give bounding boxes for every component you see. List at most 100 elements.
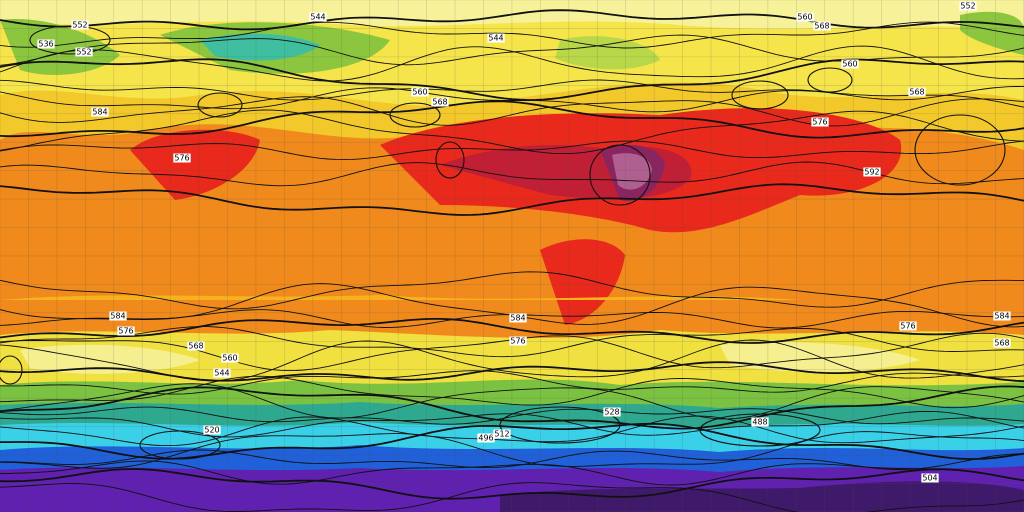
label-box (959, 1, 977, 11)
contour-label: 560 (842, 60, 857, 69)
contour-label: 552 (76, 48, 91, 57)
closed-contour (699, 413, 821, 447)
contour (0, 109, 1024, 155)
label-box (117, 326, 135, 336)
contour-label: 512 (494, 430, 509, 439)
label-box (431, 97, 449, 107)
label-box (487, 33, 505, 43)
contour-label: 552 (960, 2, 975, 11)
contour (0, 161, 1024, 187)
contour-label: 568 (814, 22, 829, 31)
contour (0, 326, 1024, 358)
contour (0, 415, 1024, 447)
contour-label: 544 (488, 34, 503, 43)
closed-contour (0, 355, 23, 385)
label-box (75, 47, 93, 57)
label-box (796, 12, 814, 22)
contour-label: 504 (922, 474, 937, 483)
contour-label: 576 (510, 337, 525, 346)
closed-contour (197, 92, 243, 118)
closed-contour (914, 114, 1006, 186)
label-box (37, 39, 55, 49)
contour-label: 576 (900, 322, 915, 331)
contour (0, 140, 1024, 161)
label-box (493, 429, 511, 439)
label-box (109, 311, 127, 321)
contour (0, 100, 1024, 139)
label-box (203, 425, 221, 435)
closed-contour (499, 406, 621, 444)
contour (0, 21, 1024, 49)
height-contours (0, 9, 1024, 512)
contour-label: 576 (812, 118, 827, 127)
closed-contour (435, 141, 465, 179)
contour (0, 406, 1024, 425)
contour-label: 496 (478, 434, 493, 443)
contour (0, 87, 1024, 113)
contour (0, 9, 1024, 31)
contour (0, 183, 1024, 216)
contour (0, 482, 1024, 512)
contour-label: 560 (797, 13, 812, 22)
contour (0, 370, 1024, 395)
contour (0, 361, 1024, 383)
label-box (811, 117, 829, 127)
contour (0, 96, 1024, 127)
closed-contour (731, 80, 789, 110)
closed-contour (389, 102, 441, 128)
label-box (751, 417, 769, 427)
contour (0, 449, 1024, 470)
contour-label: 568 (432, 98, 447, 107)
contour-label: 488 (752, 418, 767, 427)
closed-contour (139, 430, 221, 460)
label-box (509, 313, 527, 323)
label-box (603, 407, 621, 417)
label-box (509, 336, 527, 346)
contour-label: 592 (864, 168, 879, 177)
contour-label: 528 (604, 408, 619, 417)
contour-label: 552 (72, 21, 87, 30)
contour-label: 584 (92, 108, 107, 117)
label-box (993, 338, 1011, 348)
contour (0, 383, 1024, 420)
closed-contour (29, 25, 111, 55)
contour-label: 544 (214, 369, 229, 378)
label-box (187, 341, 205, 351)
contour-label: 568 (909, 88, 924, 97)
closed-contour (807, 67, 853, 93)
label-box (71, 20, 89, 30)
contour (0, 385, 1024, 430)
label-box (411, 87, 429, 97)
label-box (477, 433, 495, 443)
contour-label: 560 (222, 354, 237, 363)
label-box (221, 353, 239, 363)
contour-labels: 544 536 552 552 544 560 568 584 560 552 … (37, 1, 1011, 483)
contour-label: 544 (310, 13, 325, 22)
contour-label: 536 (38, 40, 53, 49)
contour (0, 460, 1024, 486)
contour-label: 576 (174, 154, 189, 163)
contour (0, 318, 1024, 344)
label-box (993, 311, 1011, 321)
label-box (213, 368, 231, 378)
contour-label: 520 (204, 426, 219, 435)
label-box (91, 107, 109, 117)
label-box (841, 59, 859, 69)
label-box (813, 21, 831, 31)
label-box (863, 167, 881, 177)
contour (0, 45, 1024, 82)
contour-label: 568 (994, 339, 1009, 348)
label-box (173, 153, 191, 163)
contour (0, 79, 1024, 101)
contour-label: 568 (188, 342, 203, 351)
closed-contour (589, 144, 651, 206)
contour-label: 560 (412, 88, 427, 97)
contour (0, 431, 1024, 469)
label-box (309, 12, 327, 22)
contour-label: 584 (994, 312, 1009, 321)
contour-label: 576 (118, 327, 133, 336)
label-box (908, 87, 926, 97)
contour (0, 375, 1024, 409)
label-box (921, 473, 939, 483)
